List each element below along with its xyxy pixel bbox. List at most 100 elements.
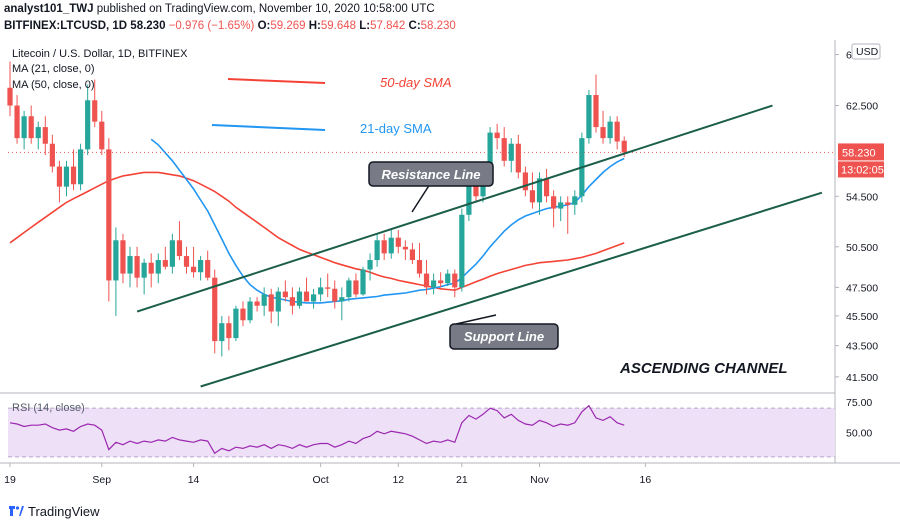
- candle-body: [141, 262, 147, 278]
- candle: [565, 196, 571, 234]
- ohlc-line: BITFINEX:LTCUSD, 1D 58.230 −0.976 (−1.65…: [4, 20, 456, 32]
- candle-body: [247, 301, 253, 321]
- candle-body: [558, 202, 564, 209]
- candle: [219, 315, 225, 357]
- candle-body: [85, 100, 91, 150]
- time-tick-label: Oct: [312, 474, 328, 486]
- candle-body: [452, 273, 458, 288]
- candle: [99, 110, 105, 156]
- candle: [63, 160, 70, 197]
- candle: [508, 138, 514, 173]
- candle-body: [565, 202, 571, 205]
- candle: [212, 269, 218, 354]
- candle-body: [113, 240, 119, 281]
- candle: [423, 260, 430, 295]
- support-label-box: [449, 323, 559, 350]
- candle: [14, 95, 20, 144]
- sma50-annotation: 50-day SMA: [380, 75, 452, 90]
- candle-body: [388, 237, 394, 254]
- time-tick-label: 14: [188, 474, 200, 486]
- candle: [310, 288, 317, 309]
- candle: [141, 258, 147, 295]
- candle: [318, 277, 324, 302]
- price-tick-label: 54.500: [846, 191, 878, 203]
- candle: [360, 266, 366, 296]
- currency-box: [851, 43, 881, 60]
- publisher-user[interactable]: analyst101_TWJ: [4, 3, 94, 15]
- candle: [176, 221, 183, 261]
- candle: [332, 280, 338, 309]
- rsi-tick-label: 50.00: [846, 428, 872, 440]
- candle-body: [240, 308, 246, 321]
- candle: [134, 246, 140, 288]
- candle: [254, 297, 260, 312]
- rsi-band: [8, 408, 835, 457]
- candle-body: [261, 294, 267, 306]
- legend-sma50: MA (50, close, 0): [12, 79, 95, 91]
- resistance-pointer: [411, 183, 431, 213]
- candle-body: [219, 323, 225, 342]
- legend-sma21: MA (21, close, 0): [12, 63, 95, 75]
- time-tick-label: Sep: [92, 474, 111, 486]
- candle-body: [120, 240, 126, 274]
- candle-body: [198, 260, 204, 273]
- countdown-tag: [838, 161, 884, 178]
- sma21-callout-line: [211, 124, 326, 131]
- candle: [374, 233, 380, 267]
- candle: [198, 256, 204, 281]
- candle-body: [325, 287, 331, 289]
- candle-body: [529, 190, 536, 203]
- support-line: [200, 191, 823, 388]
- rsi-tick-label: 75.00: [846, 397, 872, 409]
- resistance-label: Resistance Line: [382, 167, 481, 182]
- candle-body: [607, 121, 613, 139]
- candle-body: [621, 140, 627, 153]
- candle-body: [205, 260, 211, 278]
- candle: [303, 277, 310, 302]
- candle-body: [310, 294, 317, 302]
- price-tick-label: 47.500: [846, 282, 878, 294]
- candle: [240, 301, 246, 327]
- high-label: H:: [308, 20, 321, 32]
- candle: [28, 105, 34, 144]
- candle-body: [212, 277, 218, 342]
- price-change: −0.976 (−1.65%): [168, 20, 255, 32]
- candle: [438, 272, 444, 288]
- candle-body: [303, 291, 310, 302]
- sma50-line: [9, 171, 625, 292]
- open-label: O:: [257, 20, 271, 32]
- time-tick-label: Nov: [530, 474, 549, 486]
- time-tick-label: 16: [640, 474, 652, 486]
- time-tick-label: 21: [456, 474, 468, 486]
- candle: [85, 84, 91, 156]
- candle: [226, 315, 232, 351]
- candle-body: [275, 291, 281, 312]
- candle: [296, 287, 303, 309]
- candle: [169, 233, 175, 274]
- open-value: 59.269: [270, 20, 306, 32]
- candle: [529, 172, 536, 209]
- candle-body: [226, 323, 232, 339]
- candle-body: [35, 127, 41, 139]
- candle: [445, 269, 451, 286]
- tradingview-logo[interactable]: TradingView: [8, 504, 100, 519]
- candle-body: [92, 100, 98, 122]
- candle-body: [127, 256, 133, 274]
- price-tick-label: 43.500: [846, 341, 878, 353]
- candle-body: [99, 121, 105, 150]
- sma21-annotation: 21-day SMA: [360, 121, 432, 136]
- candle-body: [551, 196, 557, 209]
- price-tick-label: 41.500: [846, 372, 878, 384]
- candle-body: [438, 280, 444, 284]
- candle-body: [148, 262, 154, 274]
- candle: [522, 166, 528, 197]
- candle: [431, 273, 437, 295]
- candle: [388, 229, 394, 259]
- candle: [395, 229, 401, 254]
- support-label: Support Line: [464, 329, 544, 344]
- candle-body: [169, 240, 175, 267]
- candle-body: [254, 301, 260, 306]
- candle-body: [515, 143, 521, 173]
- candle: [106, 138, 112, 302]
